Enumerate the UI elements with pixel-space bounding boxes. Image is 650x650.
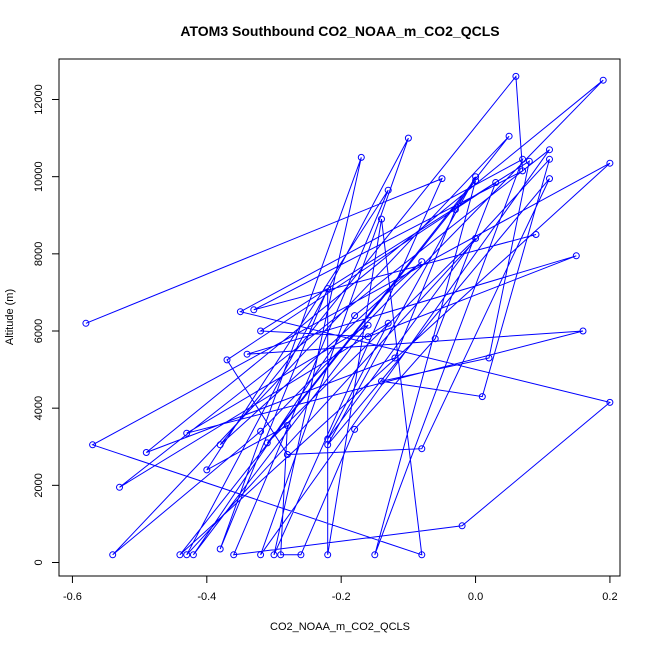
data-point [357, 153, 365, 161]
data-point [371, 551, 379, 559]
data-point [364, 333, 372, 341]
data-point [243, 350, 251, 358]
data-point [250, 306, 258, 314]
data-point [546, 155, 553, 163]
data-point [431, 335, 439, 343]
data-point [546, 175, 553, 183]
data-point [384, 186, 392, 194]
data-point [283, 422, 291, 429]
data-point [472, 234, 480, 242]
data-point [532, 231, 540, 238]
x-tick-label: -0.6 [63, 591, 82, 603]
data-point [505, 132, 513, 140]
data-point [492, 179, 500, 186]
data-point [257, 327, 265, 335]
data-point [451, 206, 459, 213]
y-tick-label: 2000 [33, 473, 45, 497]
data-point [599, 76, 607, 84]
data-point [579, 327, 587, 335]
x-tick-label: 0.2 [602, 591, 617, 603]
data-point [203, 466, 211, 474]
x-tick-label: -0.2 [332, 591, 351, 603]
data-point [472, 173, 480, 181]
y-axis-label: Altitude (m) [4, 289, 16, 345]
data-point [519, 155, 527, 163]
data-point [404, 134, 412, 142]
data-point [283, 451, 291, 458]
data-point [263, 439, 271, 447]
x-tick-label: 0.0 [468, 591, 483, 603]
data-point [472, 177, 480, 184]
plot-area [82, 72, 614, 559]
data-point [546, 146, 553, 154]
data-point [458, 522, 466, 530]
data-point [364, 321, 372, 329]
data-point [572, 252, 580, 260]
data-point [216, 441, 224, 449]
data-point [176, 551, 184, 559]
data-point [525, 157, 533, 165]
data-point [82, 319, 90, 327]
data-point [109, 551, 117, 559]
data-point [216, 545, 224, 553]
data-point [512, 72, 520, 80]
data-point [418, 551, 426, 559]
data-point [378, 377, 385, 385]
data-point [257, 551, 265, 559]
data-point [230, 551, 238, 559]
data-point [183, 551, 191, 559]
series-line [85, 75, 611, 556]
data-point [257, 427, 265, 435]
data-point [236, 308, 244, 316]
data-point [351, 312, 359, 320]
data-point [89, 441, 97, 449]
data-point [277, 551, 285, 559]
data-point [438, 175, 446, 183]
data-point [391, 354, 399, 362]
data-point [324, 551, 332, 559]
data-point [606, 398, 614, 406]
data-point [223, 356, 231, 364]
data-point [606, 159, 614, 167]
y-axis: 0 2000 4000 6000 8000 10000 12000 [33, 84, 60, 566]
data-point [324, 435, 332, 443]
data-point [270, 551, 278, 559]
data-point [183, 429, 191, 437]
data-point [485, 354, 493, 362]
data-point [142, 449, 150, 456]
data-point [324, 285, 332, 293]
data-point [351, 425, 359, 433]
x-axis-label: CO2_NOAA_m_CO2_QCLS [270, 621, 410, 633]
y-tick-label: 4000 [33, 396, 45, 420]
y-tick-label: 0 [33, 559, 45, 565]
y-tick-label: 8000 [33, 242, 45, 266]
data-point [189, 551, 197, 559]
data-point [478, 393, 486, 401]
y-tick-label: 6000 [33, 319, 45, 343]
data-point [519, 167, 527, 175]
y-tick-label: 12000 [33, 84, 45, 115]
data-point [378, 215, 385, 223]
x-tick-label: -0.4 [197, 591, 216, 603]
chart-title: ATOM3 Southbound CO2_NOAA_m_CO2_QCLS [180, 23, 499, 39]
data-point [297, 551, 305, 559]
data-point [418, 445, 426, 453]
data-point [418, 258, 426, 266]
data-point [116, 483, 123, 491]
x-axis: -0.6 -0.4 -0.2 0.0 0.2 [63, 575, 618, 603]
y-tick-label: 10000 [33, 161, 45, 192]
data-point [384, 319, 392, 327]
